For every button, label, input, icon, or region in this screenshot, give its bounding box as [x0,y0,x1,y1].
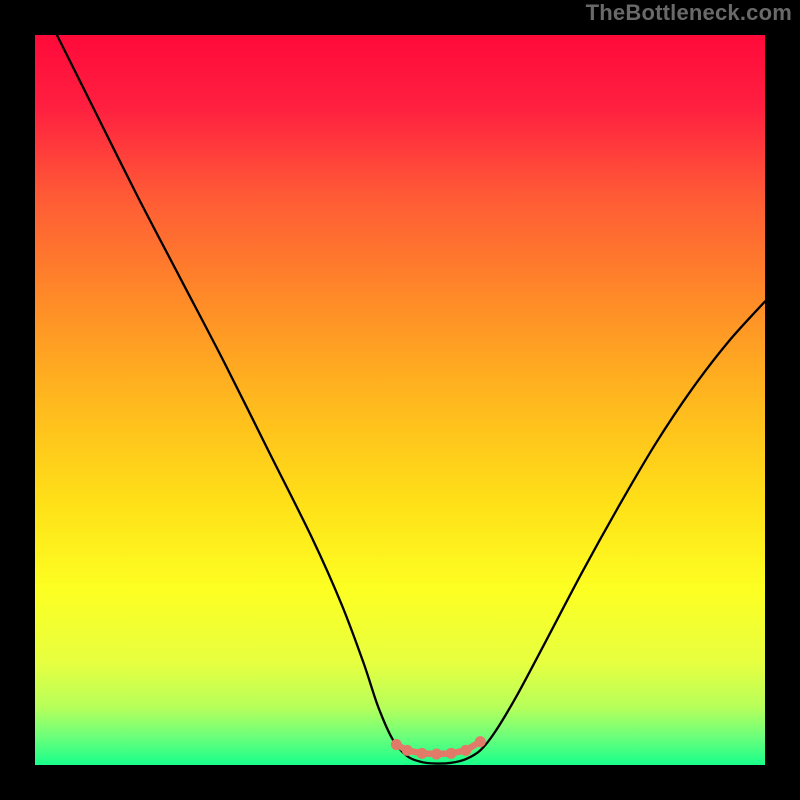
plot-svg [35,35,765,765]
optimal-point-marker [402,745,413,756]
optimal-point-marker [431,749,442,760]
optimal-point-marker [416,748,427,759]
bottleneck-curve [57,35,765,764]
optimal-point-marker [460,745,471,756]
plot-frame [35,35,765,765]
optimal-point-marker [446,748,457,759]
optimal-point-marker [475,736,486,747]
optimal-point-marker [391,739,402,750]
watermark-text: TheBottleneck.com [586,0,792,26]
chart-container: TheBottleneck.com [0,0,800,800]
